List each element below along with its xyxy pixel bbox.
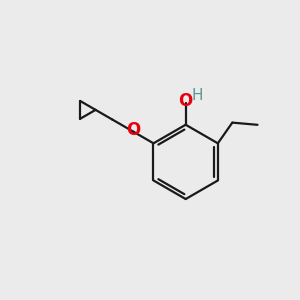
Text: H: H <box>191 88 203 103</box>
Text: O: O <box>178 92 193 110</box>
Text: O: O <box>126 121 140 139</box>
